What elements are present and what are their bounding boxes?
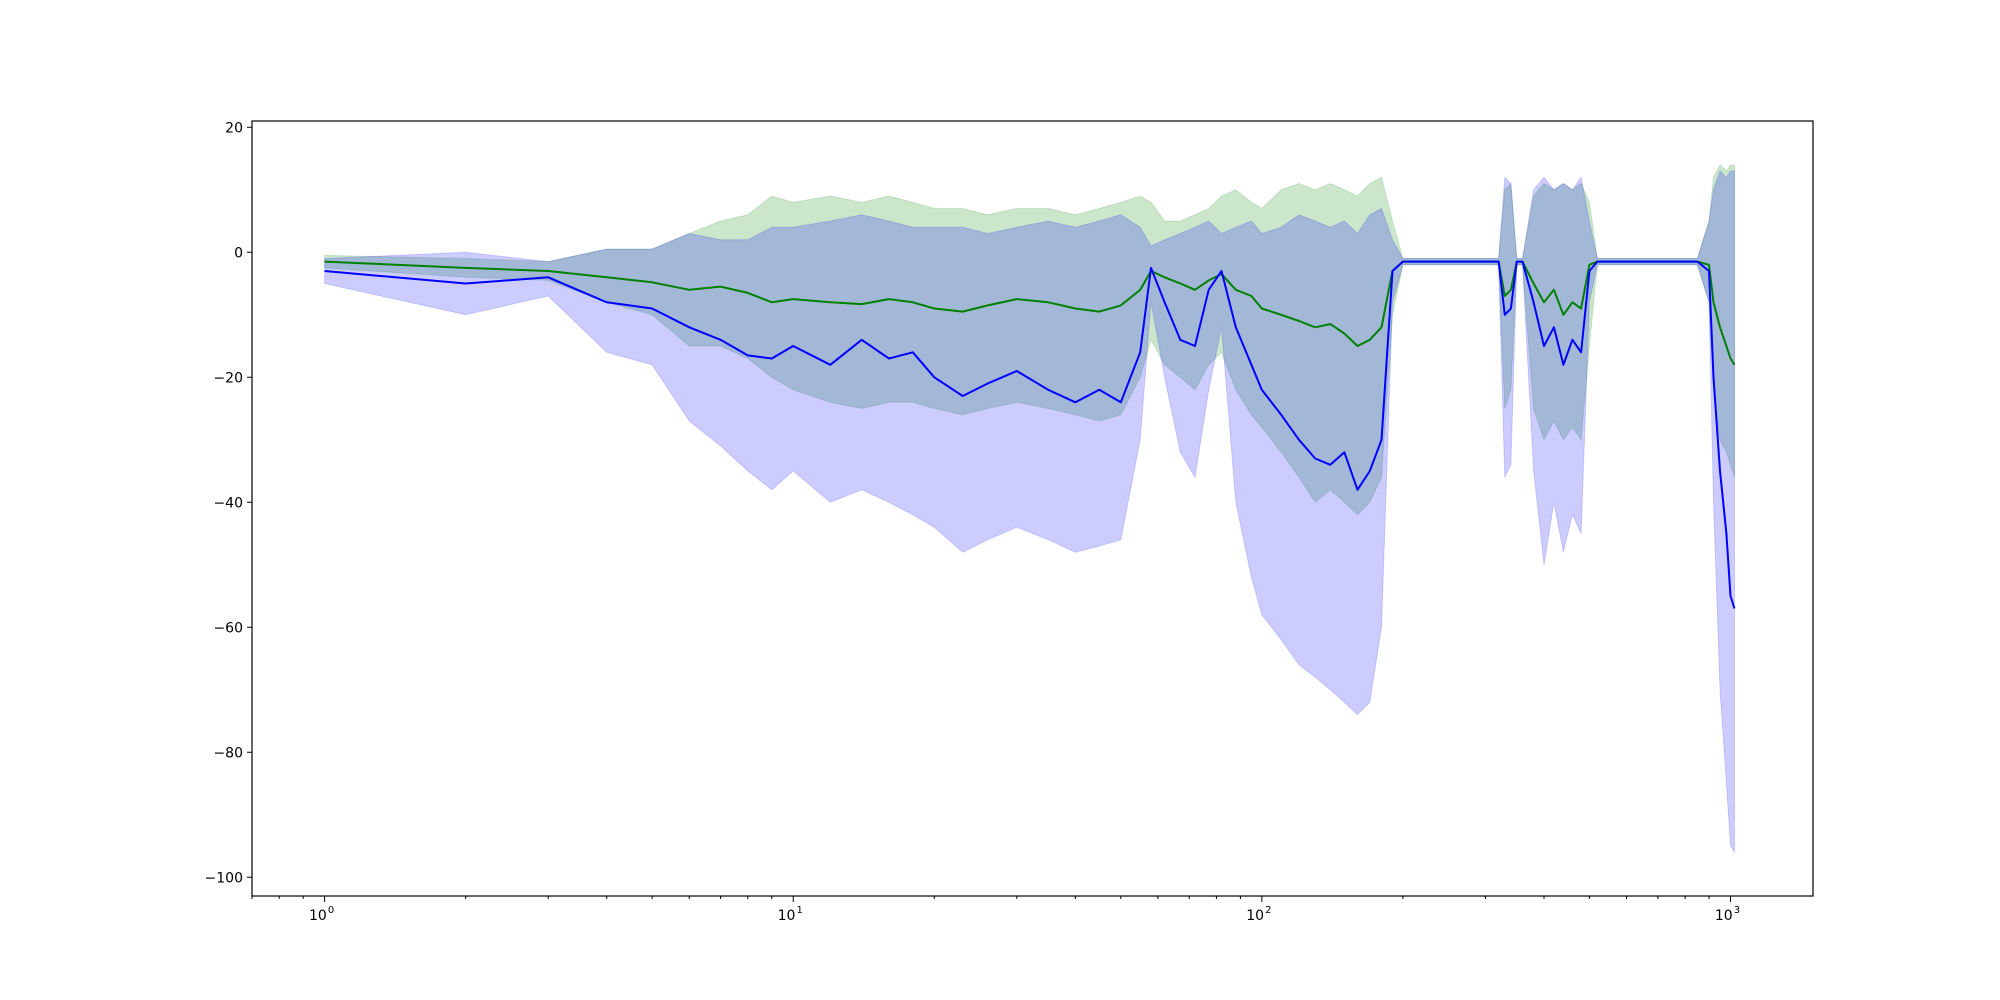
y-tick-label: −80	[213, 745, 243, 761]
x-tick-label: 100	[309, 905, 334, 924]
x-axis: 100 101 102 103	[251, 896, 1740, 924]
y-tick-label: −40	[213, 495, 243, 511]
y-tick-label: −20	[213, 370, 243, 386]
x-tick-label: 102	[1246, 905, 1271, 924]
series-lines	[324, 260, 1736, 609]
x-tick-label: 101	[778, 905, 803, 924]
y-tick-label: −60	[213, 620, 243, 636]
plot-frame	[251, 120, 1814, 897]
band-blue	[324, 170, 1735, 855]
line-blue	[324, 260, 1736, 609]
y-tick-label: 0	[234, 245, 243, 261]
y-axis: 20 0 −20 −40 −60 −80 −100	[205, 120, 252, 886]
confidence-bands	[324, 163, 1735, 855]
y-tick-label: 20	[225, 120, 243, 136]
line-green	[324, 260, 1736, 366]
x-tick-label: 103	[1715, 905, 1740, 924]
y-tick-label: −100	[205, 870, 243, 886]
